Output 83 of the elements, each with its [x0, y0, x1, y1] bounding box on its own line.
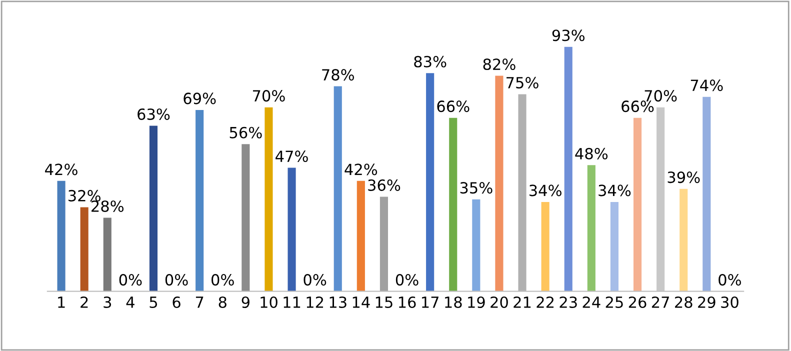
x-tick-label: 25	[606, 296, 623, 308]
x-tick-label: 6	[172, 296, 180, 308]
data-label: 63%	[138, 108, 170, 120]
bar	[610, 202, 618, 292]
bar	[518, 94, 526, 292]
data-label: 66%	[622, 100, 654, 112]
data-label: 35%	[460, 182, 492, 194]
x-tick-label: 12	[306, 296, 324, 308]
bar	[633, 118, 642, 292]
x-tick-label: 8	[218, 296, 226, 308]
bar	[680, 188, 688, 292]
data-label: 83%	[414, 56, 446, 68]
data-label: 0%	[718, 274, 741, 286]
data-label: 74%	[690, 80, 723, 92]
data-label: 70%	[644, 90, 677, 102]
data-label: 39%	[668, 172, 700, 184]
x-tick-label: 17	[422, 296, 438, 308]
data-label: 42%	[344, 164, 378, 176]
x-tick-label: 15	[376, 296, 392, 308]
x-tick-label: 23	[560, 296, 577, 308]
x-tick-label: 16	[398, 296, 416, 308]
data-label: 0%	[119, 274, 142, 286]
bar	[356, 180, 365, 292]
data-label: 66%	[437, 100, 470, 112]
bar	[564, 46, 572, 292]
x-tick-label: 10	[260, 296, 278, 308]
bar	[587, 165, 596, 292]
bar	[80, 207, 88, 292]
x-tick-label: 28	[675, 296, 692, 308]
bar	[264, 107, 273, 292]
data-label: 82%	[483, 58, 516, 70]
bar	[57, 180, 66, 292]
x-tick-label: 3	[104, 296, 112, 308]
x-tick-label: 2	[80, 296, 88, 308]
x-tick-label: 9	[242, 296, 250, 308]
data-label: 69%	[184, 92, 216, 104]
x-tick-label: 14	[352, 296, 370, 308]
bar	[472, 199, 480, 292]
data-label: 0%	[396, 274, 418, 286]
bar	[449, 118, 458, 292]
x-tick-label: 22	[536, 296, 554, 308]
x-tick-label: 7	[196, 296, 204, 308]
data-label: 0%	[165, 274, 188, 286]
data-label: 34%	[598, 184, 631, 196]
x-tick-label: 30	[721, 296, 738, 308]
bar	[242, 144, 250, 292]
x-tick-label: 24	[582, 296, 600, 308]
x-tick-label: 11	[284, 296, 300, 308]
data-label: 48%	[575, 148, 608, 160]
bar	[196, 110, 204, 292]
x-tick-label: 5	[150, 296, 158, 308]
x-tick-label: 29	[698, 296, 716, 308]
x-tick-label: 19	[468, 296, 485, 308]
x-tick-label: 18	[445, 296, 462, 308]
bar	[103, 218, 112, 292]
x-tick-label: 1	[58, 296, 65, 308]
data-label: 0%	[212, 274, 234, 286]
x-tick-label: 20	[490, 296, 508, 308]
data-label: 75%	[506, 76, 538, 88]
data-label: 36%	[368, 179, 400, 191]
data-label: 70%	[253, 90, 285, 102]
data-label: 78%	[322, 69, 354, 81]
data-label: 28%	[92, 200, 124, 212]
x-tick-label: 27	[652, 296, 669, 308]
bar	[149, 126, 158, 292]
bar	[334, 86, 342, 292]
bar	[426, 73, 434, 292]
data-label: 0%	[304, 274, 326, 286]
data-label: 34%	[530, 184, 562, 196]
data-label: 47%	[276, 150, 308, 162]
data-label: 93%	[552, 30, 585, 42]
bar	[702, 96, 711, 292]
x-tick-label: 26	[628, 296, 646, 308]
data-label: 56%	[230, 126, 262, 138]
data-label: 42%	[45, 164, 78, 176]
data-label: 32%	[68, 190, 100, 202]
bar	[380, 196, 388, 292]
x-tick-label: 21	[514, 296, 531, 308]
x-tick-label: 13	[330, 296, 346, 308]
bar	[541, 202, 550, 292]
bar	[495, 76, 504, 292]
x-tick-label: 4	[126, 296, 134, 308]
bar	[288, 168, 296, 292]
